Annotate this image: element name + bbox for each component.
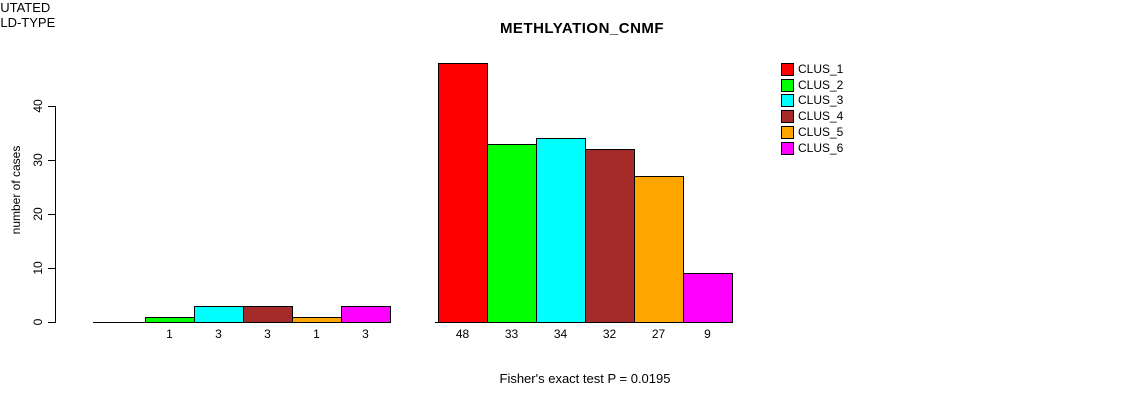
fisher-test-annotation: Fisher's exact test P = 0.0195	[499, 371, 671, 386]
bar-value-label: 3	[362, 327, 369, 341]
bar-value-label: 1	[166, 327, 173, 341]
y-tick-mark	[48, 160, 55, 161]
bar	[194, 306, 244, 323]
bar	[683, 273, 733, 323]
x-group-label: MED1 WILD-TYPE	[0, 15, 56, 30]
y-tick-mark	[48, 106, 55, 107]
y-axis-title: number of cases	[9, 145, 23, 235]
x-group-label: MED1 MUTATED	[0, 0, 51, 15]
legend-swatch	[781, 63, 794, 76]
y-tick-label: 0	[31, 318, 45, 326]
legend-label: CLUS_3	[798, 93, 844, 108]
legend-label: CLUS_2	[798, 77, 844, 92]
bar	[634, 176, 684, 323]
y-tick-label: 20	[31, 207, 45, 221]
bar-value-label: 27	[651, 327, 666, 341]
bar-value-label: 33	[504, 327, 519, 341]
bar	[145, 317, 195, 323]
legend-label: CLUS_6	[798, 140, 844, 155]
legend-swatch	[781, 78, 794, 92]
y-tick-label: 10	[31, 261, 45, 275]
legend-label: CLUS_4	[798, 109, 844, 124]
legend-label: CLUS_1	[798, 62, 844, 76]
bar-value-label: 3	[264, 327, 271, 341]
y-tick-mark	[48, 322, 55, 323]
bar-value-label: 34	[553, 327, 568, 341]
y-tick-label: 40	[31, 99, 45, 113]
bar	[438, 63, 488, 323]
y-tick-mark	[48, 214, 55, 215]
bar	[341, 306, 391, 323]
bar	[292, 317, 342, 323]
legend-swatch	[781, 125, 794, 139]
bar-value-label: 32	[602, 327, 617, 341]
bar-value-label: 3	[215, 327, 222, 341]
chart-title: METHLYATION_CNMF	[499, 20, 665, 37]
legend-label: CLUS_5	[798, 124, 844, 139]
legend-swatch	[781, 94, 794, 108]
y-axis-line	[55, 106, 56, 323]
bar	[585, 149, 635, 323]
bar-value-label: 1	[313, 327, 320, 341]
bar	[243, 306, 293, 323]
y-tick-mark	[48, 268, 55, 269]
y-tick-label: 30	[31, 153, 45, 167]
legend-swatch	[781, 141, 794, 155]
bar	[487, 144, 537, 323]
bar-value-label: 48	[455, 327, 470, 341]
bar-value-label: 9	[704, 327, 711, 341]
legend-swatch	[781, 110, 794, 124]
bar	[536, 138, 586, 323]
